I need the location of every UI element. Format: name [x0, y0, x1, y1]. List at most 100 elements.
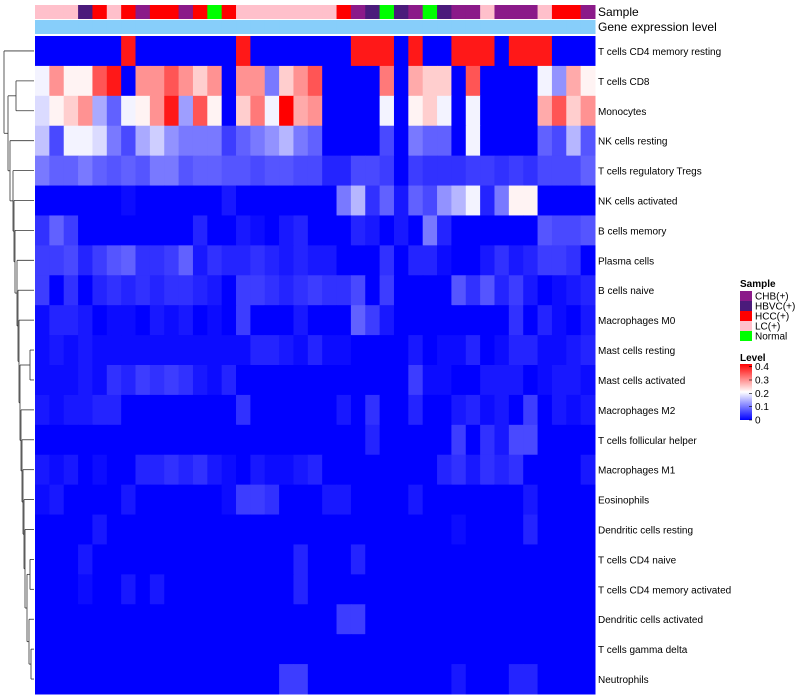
heatmap-cell	[451, 335, 467, 366]
heatmap-cell	[365, 634, 381, 665]
heatmap-cell	[551, 305, 567, 336]
heatmap-cell	[480, 544, 495, 575]
heatmap-cell	[508, 604, 524, 635]
sample-legend-swatch	[740, 321, 752, 331]
heatmap-cell	[422, 574, 438, 605]
heatmap-cell	[236, 394, 251, 426]
heatmap-cell	[221, 275, 237, 306]
heatmap-cell	[63, 574, 79, 605]
heatmap-cell	[437, 275, 452, 306]
heatmap-cell	[135, 155, 151, 187]
heatmap-cell	[63, 664, 79, 695]
heatmap-cell	[293, 664, 309, 695]
heatmap-cell	[49, 215, 65, 246]
heatmap-cell	[437, 664, 452, 695]
heatmap-cell	[49, 36, 65, 67]
heatmap-cell	[106, 514, 122, 545]
heatmap-cell	[336, 365, 352, 396]
heatmap-cell	[379, 574, 395, 605]
sample-annotation-cell	[178, 5, 194, 19]
gene-level-annotation-cell	[537, 20, 553, 34]
heatmap-cell	[178, 544, 194, 575]
heatmap-cell	[49, 95, 65, 127]
heatmap-cell	[135, 484, 151, 516]
heatmap-cell	[437, 424, 452, 456]
heatmap-cell	[307, 484, 323, 516]
row-labels: T cells CD4 memory resting T cells CD8 Mon…	[598, 47, 731, 686]
heatmap-cell	[537, 185, 553, 216]
heatmap-cell	[92, 185, 108, 216]
heatmap-cell	[322, 95, 338, 127]
sample-legend: Sample CHB(+)HBVC(+)HCC(+)LC(+)Normal	[740, 279, 795, 343]
heatmap-cell	[437, 245, 452, 276]
heatmap-cell	[365, 95, 381, 127]
heatmap-cell	[164, 155, 180, 187]
heatmap-cell	[551, 664, 567, 695]
heatmap-cell	[78, 65, 93, 97]
heatmap-cell	[149, 305, 165, 336]
heatmap-cell	[49, 245, 65, 276]
heatmap-cell	[92, 424, 108, 456]
heatmap-cell	[264, 185, 280, 216]
heatmap-cell	[236, 514, 251, 545]
heatmap-cell	[279, 424, 294, 456]
heatmap-cell	[279, 155, 294, 187]
heatmap-cell	[322, 454, 338, 486]
heatmap-cell	[164, 245, 180, 276]
heatmap-cell	[149, 514, 165, 545]
heatmap-cell	[279, 65, 294, 97]
row-label: T cells follicular helper	[598, 436, 697, 447]
row-label: Macrophages M0	[598, 316, 676, 327]
heatmap-cell	[35, 185, 50, 216]
heatmap-cell	[35, 365, 50, 396]
row-label: T cells CD4 memory resting	[598, 47, 721, 58]
heatmap-cell	[494, 65, 510, 97]
heatmap-cell	[293, 394, 309, 426]
heatmap-cell	[164, 424, 180, 456]
heatmap-cell	[49, 454, 65, 486]
sample-annotation-cell	[293, 5, 309, 19]
gene-level-annotation-cell	[551, 20, 567, 34]
heatmap-cell	[121, 155, 137, 187]
level-legend-label: 0.3	[755, 376, 769, 387]
heatmap-cell	[121, 514, 137, 545]
heatmap-cell	[580, 544, 596, 575]
heatmap-cell	[322, 544, 338, 575]
heatmap-cell	[307, 275, 323, 306]
heatmap-cell	[307, 185, 323, 216]
heatmap-cell	[494, 95, 510, 127]
heatmap-cell	[336, 484, 352, 516]
gene-level-annotation-cell	[408, 20, 424, 34]
gene-level-annotation-cell	[35, 20, 50, 34]
heatmap-cell	[49, 484, 65, 516]
sample-annotation-cell	[379, 5, 395, 19]
heatmap-cell	[207, 155, 223, 187]
heatmap-cell	[293, 365, 309, 396]
heatmap-cell	[178, 514, 194, 545]
heatmap-cell	[322, 275, 338, 306]
heatmap-cell	[494, 335, 510, 366]
heatmap-cell	[92, 245, 108, 276]
heatmap-cell	[393, 394, 409, 426]
heatmap-cell	[566, 335, 582, 366]
heatmap-cell	[207, 305, 223, 336]
heatmap-cell	[63, 335, 79, 366]
heatmap-cell	[250, 185, 266, 216]
heatmap-cell	[322, 155, 338, 187]
heatmap-cell	[551, 424, 567, 456]
heatmap-cell	[480, 275, 495, 306]
heatmap-cell	[580, 275, 596, 306]
heatmap-cell	[192, 484, 208, 516]
heatmap-cell	[293, 484, 309, 516]
heatmap-cell	[221, 664, 237, 695]
heatmap-cell	[580, 155, 596, 187]
level-color-bar	[740, 364, 752, 420]
heatmap-cell	[192, 65, 208, 97]
row-label: T cells CD4 naive	[598, 555, 677, 566]
heatmap-cell	[523, 664, 539, 695]
gene-level-annotation-cell	[350, 20, 366, 34]
heatmap-cell	[279, 484, 294, 516]
heatmap-cell	[307, 514, 323, 545]
heatmap-cell	[322, 634, 338, 665]
heatmap-cell	[78, 185, 93, 216]
